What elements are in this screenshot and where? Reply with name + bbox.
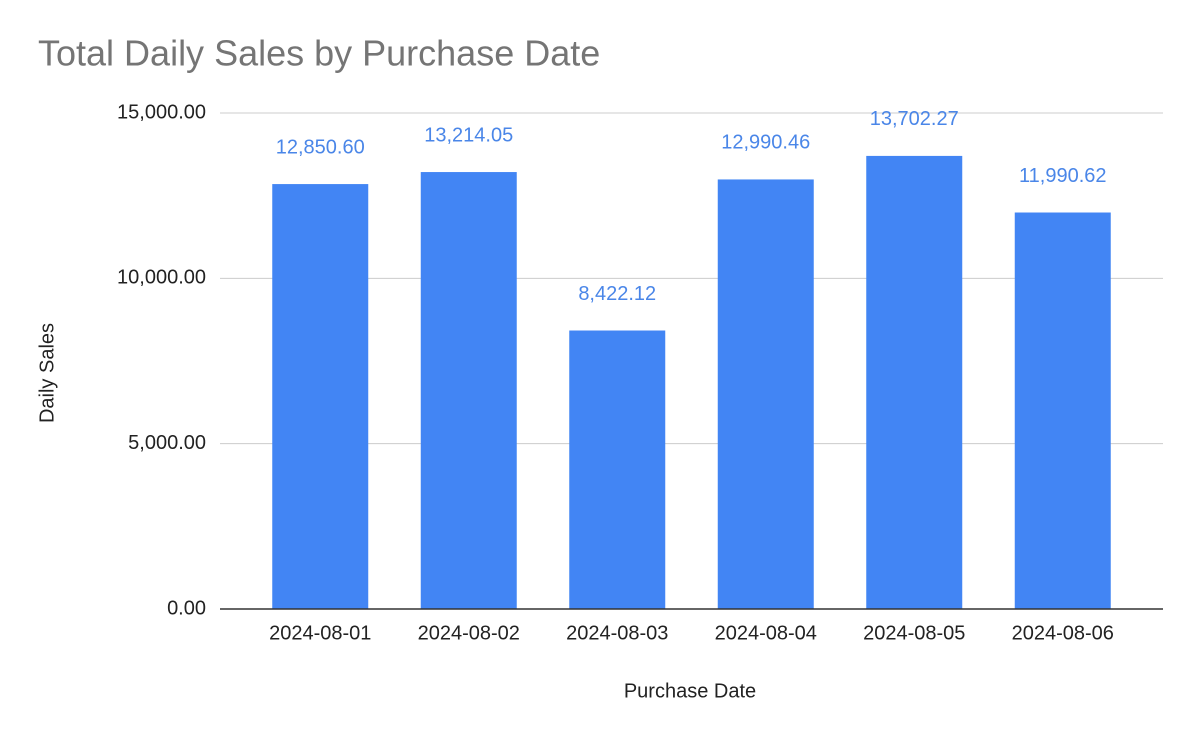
chart-title: Total Daily Sales by Purchase Date <box>38 33 600 74</box>
bar <box>717 179 814 609</box>
value-label: 12,990.46 <box>721 132 810 154</box>
value-label: 12,850.60 <box>276 136 365 158</box>
x-tick-label: 2024-08-05 <box>863 622 965 644</box>
value-label: 13,214.05 <box>424 124 513 146</box>
x-tick-label: 2024-08-04 <box>715 622 817 644</box>
x-tick-label: 2024-08-01 <box>269 622 371 644</box>
bar <box>866 155 963 609</box>
bar <box>272 184 369 609</box>
value-label: 13,702.27 <box>870 108 959 130</box>
y-tick-label: 10,000.00 <box>117 267 206 289</box>
x-tick-label: 2024-08-03 <box>566 622 668 644</box>
bar <box>569 330 666 609</box>
x-tick-label: 2024-08-06 <box>1012 622 1114 644</box>
y-tick-label: 5,000.00 <box>128 432 206 454</box>
value-label: 11,990.62 <box>1019 165 1107 187</box>
x-tick-label: 2024-08-02 <box>418 622 520 644</box>
y-tick-label: 15,000.00 <box>117 101 206 123</box>
bar <box>1014 212 1111 609</box>
y-tick-label: 0.00 <box>167 597 206 619</box>
value-label: 8,422.12 <box>578 283 656 305</box>
x-axis-title: Purchase Date <box>624 680 756 702</box>
y-axis-title: Daily Sales <box>36 323 58 423</box>
bar <box>420 172 517 609</box>
